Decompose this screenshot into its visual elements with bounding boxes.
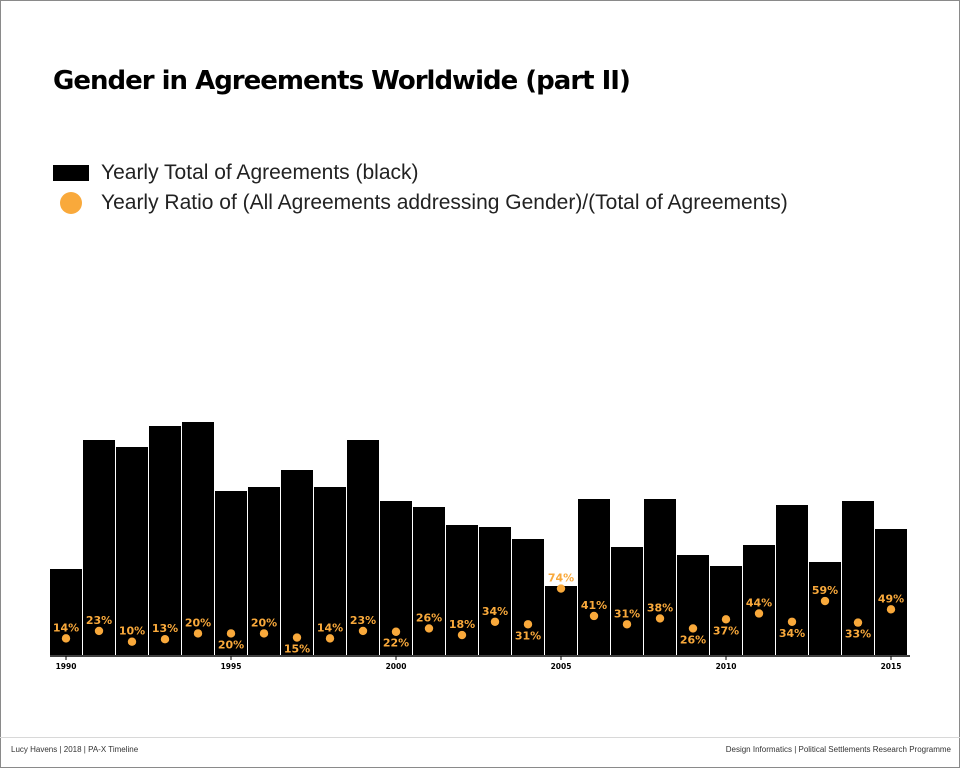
legend-item-dots: Yearly Ratio of (All Agreements addressi…: [53, 188, 788, 218]
ratio-dot-2014: [853, 618, 863, 627]
bar-2015: [875, 529, 907, 655]
ratio-dot-2013: [820, 596, 830, 606]
bar-2006: [578, 499, 610, 655]
bar-2005: [545, 586, 577, 655]
ratio-label-2001: 26%: [416, 611, 442, 624]
x-tick-label-2000: 2000: [386, 662, 407, 671]
bar-1999: [347, 440, 379, 655]
chart-title: Gender in Agreements Worldwide (part II): [53, 66, 631, 96]
bar-2012: [776, 505, 808, 655]
ratio-dot-1993: [160, 635, 170, 644]
ratio-label-2003: 34%: [482, 605, 508, 618]
bar-2004: [512, 539, 544, 655]
x-tick-label-2010: 2010: [716, 662, 737, 671]
ratio-label-1993: 13%: [152, 622, 178, 635]
ratio-label-1999: 23%: [350, 614, 376, 627]
legend-bar-swatch: [53, 165, 89, 181]
ratio-dot-2012: [787, 617, 797, 626]
bar-2001: [413, 507, 445, 655]
ratio-label-2015: 49%: [878, 592, 904, 605]
ratio-label-2009: 26%: [680, 633, 706, 646]
ratio-dot-2004: [523, 620, 533, 629]
ratio-label-1990: 14%: [53, 621, 79, 634]
bar-2011: [743, 545, 775, 655]
ratio-dot-2007: [622, 620, 632, 629]
legend-item-bars: Yearly Total of Agreements (black): [53, 158, 788, 188]
ratio-label-2013: 59%: [812, 584, 838, 597]
ratio-label-2004: 31%: [515, 629, 541, 642]
bar-1991: [83, 440, 115, 655]
ratio-dot-1991: [94, 626, 104, 636]
ratio-dot-1990: [61, 634, 71, 643]
ratio-label-2005: 74%: [548, 572, 574, 585]
ratio-label-1996: 20%: [251, 616, 277, 629]
bar-1996: [248, 487, 280, 655]
ratio-dot-2009: [688, 624, 698, 633]
ratio-label-2002: 18%: [449, 618, 475, 631]
bar-2013: [809, 562, 841, 655]
x-tick-label-2005: 2005: [551, 662, 572, 671]
legend-dots-label: Yearly Ratio of (All Agreements addressi…: [101, 191, 788, 214]
ratio-dot-1996: [259, 629, 269, 638]
ratio-label-1995: 20%: [218, 638, 244, 651]
x-tick-label-1990: 1990: [56, 662, 77, 671]
bar-2009: [677, 555, 709, 655]
bar-2008: [644, 499, 676, 655]
chart-legend: Yearly Total of Agreements (black) Yearl…: [53, 158, 788, 218]
bar-2007: [611, 547, 643, 655]
bar-1998: [314, 487, 346, 655]
bar-1994: [182, 422, 214, 655]
ratio-label-1992: 10%: [119, 625, 145, 638]
legend-bars-label: Yearly Total of Agreements (black): [101, 161, 419, 184]
ratio-label-2000: 22%: [383, 637, 409, 650]
bar-1993: [149, 426, 181, 655]
x-tick-label-2015: 2015: [881, 662, 902, 671]
ratio-dot-2015: [886, 605, 896, 614]
bar-2003: [479, 527, 511, 655]
ratio-label-2008: 38%: [647, 601, 673, 614]
x-tick-label-1995: 1995: [221, 662, 242, 671]
ratio-dot-1994: [193, 629, 203, 638]
ratio-label-2007: 31%: [614, 607, 640, 620]
ratio-dot-1999: [358, 626, 368, 636]
footer-credit: Lucy Havens | 2018 | PA-X Timeline: [11, 745, 139, 754]
bar-2010: [710, 566, 742, 655]
ratio-dot-1992: [127, 637, 137, 646]
bar-1997: [281, 470, 313, 655]
ratio-label-1994: 20%: [185, 616, 211, 629]
ratio-dot-2000: [391, 627, 401, 636]
ratio-dot-2010: [721, 615, 731, 624]
ratio-dot-2002: [457, 630, 467, 640]
ratio-dot-2011: [754, 609, 764, 618]
bar-2014: [842, 501, 874, 655]
ratio-dot-2006: [589, 611, 599, 621]
ratio-dot-2005: [556, 584, 566, 593]
ratio-label-2010: 37%: [713, 624, 739, 637]
ratio-label-2011: 44%: [746, 596, 772, 609]
ratio-label-1991: 23%: [86, 614, 112, 627]
legend-dot-swatch: [60, 192, 82, 214]
bar-1992: [116, 447, 148, 655]
ratio-dot-2003: [490, 617, 500, 626]
ratio-label-2012: 34%: [779, 627, 805, 640]
ratio-label-1998: 14%: [317, 621, 343, 634]
bar-chart: 1990 1995 2000 2005 2010 2015 14% 23% 10% 13% 20% 2…: [50, 422, 910, 671]
ratio-dot-2001: [424, 624, 434, 633]
ratio-dot-2008: [655, 614, 665, 623]
ratio-label-2014: 33%: [845, 628, 871, 641]
ratio-label-1997: 15%: [284, 643, 310, 656]
footer-divider: [0, 737, 960, 738]
footer-organization: Design Informatics | Political Settlemen…: [725, 745, 951, 754]
ratio-dot-1995: [226, 629, 236, 638]
ratio-dot-1997: [292, 633, 302, 642]
ratio-dot-1998: [325, 634, 335, 643]
ratio-label-2006: 41%: [581, 599, 607, 612]
bar-1995: [215, 491, 247, 655]
